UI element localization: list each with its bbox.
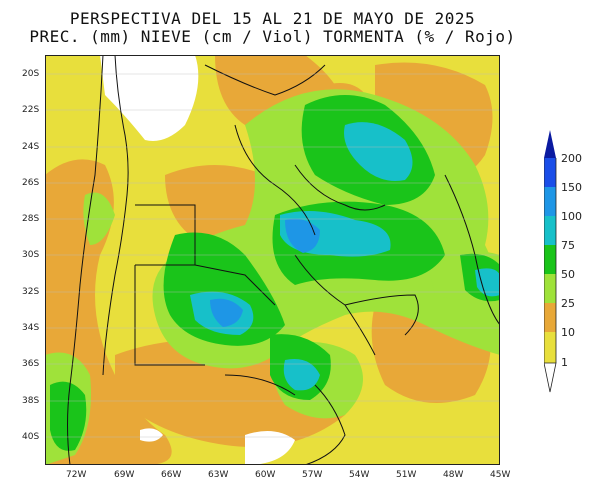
lon-label-45w: 45W (490, 470, 511, 480)
lon-label-48w: 48W (443, 470, 464, 480)
lat-label-32s: 32S (22, 287, 40, 297)
lon-label-57w: 57W (302, 470, 323, 480)
map-title-line-2: PREC. (mm) NIEVE (cm / Viol) TORMENTA (%… (29, 27, 516, 46)
lat-label-26s: 26S (22, 178, 40, 188)
legend-label-50: 50 (561, 268, 575, 281)
lon-label-69w: 69W (114, 470, 135, 480)
lat-label-30s: 30S (22, 250, 40, 260)
lat-label-34s: 34S (22, 323, 40, 333)
lat-label-40s: 40S (22, 432, 40, 442)
lat-label-24s: 24S (22, 142, 40, 152)
legend-label-10: 10 (561, 326, 575, 339)
legend-label-200: 200 (561, 152, 582, 165)
map-frame (45, 55, 500, 465)
legend-swatch-150 (544, 158, 556, 187)
precipitation-map (45, 55, 500, 465)
legend-swatch-50 (544, 245, 556, 274)
political-borders (67, 55, 500, 465)
lon-label-72w: 72W (66, 470, 87, 480)
lon-label-66w: 66W (161, 470, 182, 480)
legend-label-100: 100 (561, 210, 582, 223)
legend-label-25: 25 (561, 297, 575, 310)
legend-swatch-100 (544, 187, 556, 216)
legend-arrow-down-icon (544, 362, 557, 393)
lon-label-60w: 60W (255, 470, 276, 480)
legend-swatch-25 (544, 274, 556, 303)
lon-label-54w: 54W (349, 470, 370, 480)
legend-arrow-up-icon (544, 130, 556, 158)
lat-label-38s: 38S (22, 396, 40, 406)
precip-100mm-areas (210, 218, 320, 327)
lat-label-22s: 22S (22, 105, 40, 115)
legend-swatch-75 (544, 216, 556, 245)
map-graticule (45, 73, 500, 438)
legend-label-150: 150 (561, 181, 582, 194)
lon-label-63w: 63W (208, 470, 229, 480)
legend-swatch-10 (544, 303, 556, 332)
lat-label-36s: 36S (22, 359, 40, 369)
lat-label-20s: 20S (22, 69, 40, 79)
map-title-line-1: PERSPECTIVA DEL 15 AL 21 DE MAYO DE 2025 (69, 9, 476, 28)
legend-label-1: 1 (561, 356, 568, 369)
lon-label-51w: 51W (396, 470, 417, 480)
legend-swatch-1 (544, 332, 556, 363)
no-precip-areas (100, 55, 295, 465)
precip-legend (544, 130, 557, 393)
legend-label-75: 75 (561, 239, 575, 252)
lat-label-28s: 28S (22, 214, 40, 224)
